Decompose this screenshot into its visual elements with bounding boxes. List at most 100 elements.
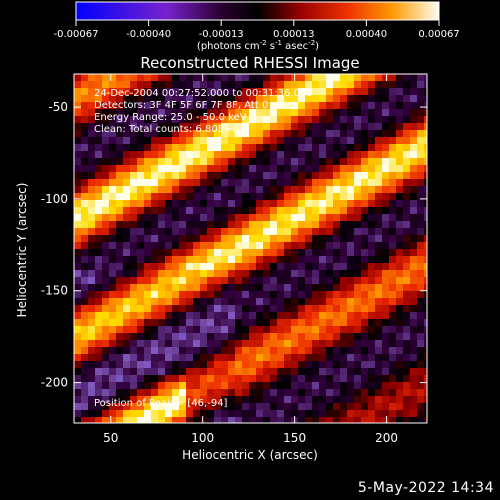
heatmap-cell: [277, 207, 285, 215]
heatmap-cell: [137, 284, 145, 292]
heatmap-cell: [193, 396, 201, 404]
heatmap-cell: [88, 214, 96, 222]
heatmap-cell: [151, 158, 159, 166]
heatmap-cell: [151, 389, 159, 397]
heatmap-cell: [158, 270, 166, 278]
heatmap-cell: [333, 375, 341, 383]
heatmap-cell: [396, 319, 404, 327]
heatmap-cell: [340, 361, 348, 369]
heatmap-cell: [200, 193, 208, 201]
heatmap-cell: [81, 340, 89, 348]
heatmap-cell: [270, 284, 278, 292]
heatmap-cell: [403, 410, 411, 418]
heatmap-cell: [158, 305, 166, 313]
heatmap-cell: [228, 179, 236, 187]
heatmap-cell: [109, 326, 117, 334]
heatmap-cell: [242, 305, 250, 313]
heatmap-cell: [193, 228, 201, 236]
heatmap-cell: [340, 389, 348, 397]
heatmap-cell: [221, 158, 229, 166]
heatmap-cell: [228, 81, 236, 89]
heatmap-cell: [172, 396, 180, 404]
heatmap-cell: [396, 81, 404, 89]
heatmap-cell: [291, 137, 299, 145]
heatmap-cell: [200, 151, 208, 159]
heatmap-cell: [410, 144, 418, 152]
heatmap-cell: [95, 389, 103, 397]
heatmap-cell: [102, 179, 110, 187]
heatmap-cell: [291, 249, 299, 257]
heatmap-cell: [382, 214, 390, 222]
heatmap-cell: [116, 368, 124, 376]
heatmap-cell: [151, 109, 159, 117]
heatmap-cell: [123, 130, 131, 138]
heatmap-cell: [312, 340, 320, 348]
heatmap-cell: [102, 375, 110, 383]
heatmap-cell: [81, 417, 89, 423]
heatmap-cell: [291, 95, 299, 103]
heatmap-cell: [81, 263, 89, 271]
heatmap-cell: [284, 88, 292, 96]
heatmap-cell: [263, 137, 271, 145]
heatmap-cell: [102, 312, 110, 320]
heatmap-cell: [249, 221, 257, 229]
heatmap-cell: [263, 263, 271, 271]
heatmap-cell: [144, 123, 152, 131]
heatmap-cell: [305, 312, 313, 320]
heatmap-cell: [214, 123, 222, 131]
heatmap-cell: [389, 123, 397, 131]
heatmap-cell: [389, 319, 397, 327]
heatmap-cell: [228, 228, 236, 236]
heatmap-cell: [123, 221, 131, 229]
heatmap-cell: [333, 382, 341, 390]
heatmap-cell: [263, 291, 271, 299]
heatmap-cell: [88, 207, 96, 215]
heatmap-cell: [74, 235, 82, 243]
heatmap-cell: [116, 151, 124, 159]
heatmap-cell: [130, 179, 138, 187]
heatmap-cell: [95, 410, 103, 418]
heatmap-cell: [186, 319, 194, 327]
heatmap-cell: [193, 221, 201, 229]
heatmap-cell: [228, 333, 236, 341]
heatmap-cell: [165, 389, 173, 397]
heatmap-cell: [109, 200, 117, 208]
heatmap-cell: [235, 291, 243, 299]
heatmap-cell: [410, 158, 418, 166]
heatmap-cell: [109, 249, 117, 257]
heatmap-cell: [95, 403, 103, 411]
heatmap-cell: [109, 179, 117, 187]
heatmap-cell: [228, 396, 236, 404]
heatmap-cell: [88, 109, 96, 117]
heatmap-cell: [242, 368, 250, 376]
heatmap-cell: [158, 200, 166, 208]
heatmap-cell: [165, 186, 173, 194]
heatmap-cell: [354, 200, 362, 208]
heatmap-cell: [340, 102, 348, 110]
heatmap-cell: [74, 319, 82, 327]
heatmap-cell: [368, 389, 376, 397]
y-tick-label: -150: [41, 284, 68, 298]
heatmap-cell: [403, 375, 411, 383]
heatmap-cell: [214, 375, 222, 383]
heatmap-cell: [193, 389, 201, 397]
heatmap-cell: [221, 410, 229, 418]
colorbar-tick-label: 0.00013: [273, 29, 314, 40]
heatmap-cell: [270, 256, 278, 264]
heatmap-cell: [382, 207, 390, 215]
heatmap-cell: [165, 102, 173, 110]
heatmap-cell: [172, 326, 180, 334]
heatmap-cell: [354, 375, 362, 383]
heatmap-cell: [361, 347, 369, 355]
heatmap-cell: [298, 333, 306, 341]
heatmap-cell: [165, 417, 173, 423]
heatmap-cell: [158, 347, 166, 355]
heatmap-cell: [242, 298, 250, 306]
heatmap-cell: [74, 389, 82, 397]
heatmap-cell: [144, 158, 152, 166]
heatmap-cell: [298, 186, 306, 194]
heatmap-cell: [151, 284, 159, 292]
heatmap-cell: [207, 375, 215, 383]
heatmap-cell: [207, 270, 215, 278]
heatmap-cell: [172, 270, 180, 278]
